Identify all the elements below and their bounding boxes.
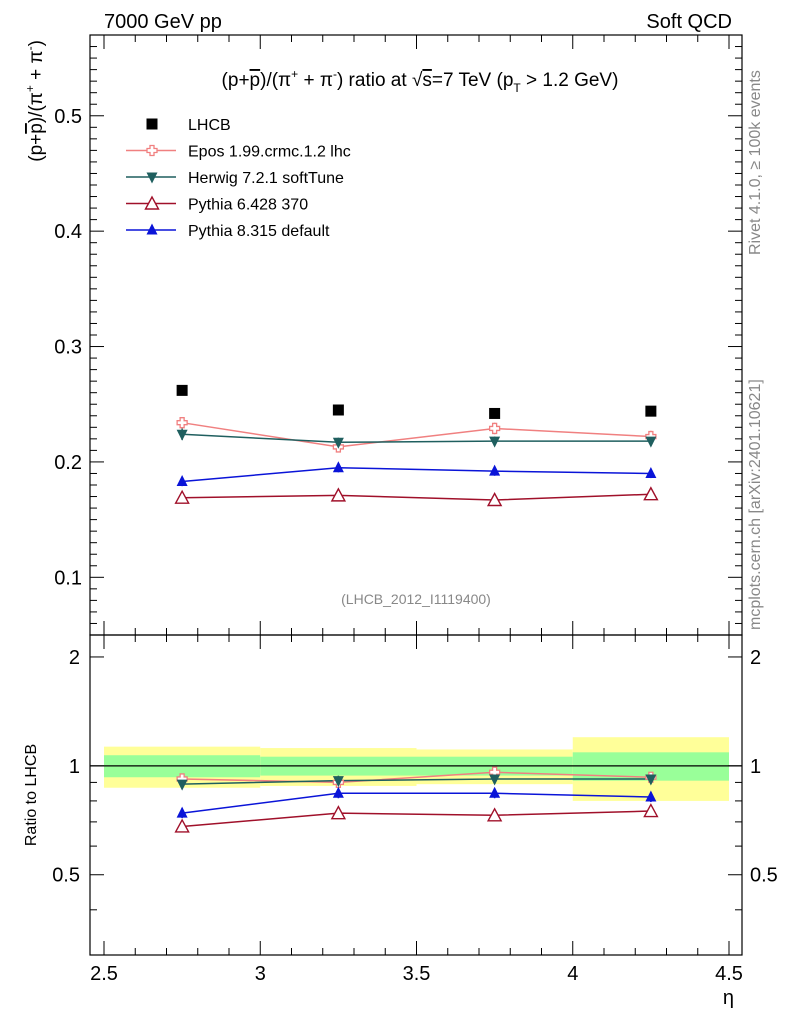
ratio-series-marker bbox=[486, 807, 503, 822]
legend-marker bbox=[146, 118, 158, 130]
main-x-ticks bbox=[103, 35, 730, 635]
data-marker bbox=[489, 407, 501, 419]
ratio-series-marker bbox=[645, 774, 657, 786]
series-marker bbox=[643, 486, 659, 501]
ratio-series-marker bbox=[332, 786, 344, 798]
ratio-series-marker bbox=[330, 805, 347, 820]
legend-label: LHCB bbox=[188, 117, 231, 134]
ratio-y-tick-label-left: 0.5 bbox=[52, 865, 80, 887]
series-marker bbox=[488, 422, 501, 435]
series-line bbox=[182, 466, 651, 483]
legend-label: Pythia 8.315 default bbox=[188, 223, 330, 240]
ratio-series-line bbox=[182, 792, 651, 814]
legend-marker bbox=[146, 223, 158, 235]
series-marker bbox=[645, 466, 657, 478]
x-axis-label: η bbox=[723, 987, 734, 1009]
main-y-tick-label: 0.1 bbox=[54, 567, 82, 589]
ratio-series-marker bbox=[332, 776, 344, 788]
series-marker bbox=[176, 417, 188, 429]
x-tick-label: 3.5 bbox=[403, 963, 431, 985]
ratio-y-label: Ratio to LHCB bbox=[23, 744, 40, 846]
ratio-series-line bbox=[182, 771, 651, 784]
main-y-tick-label: 0.3 bbox=[54, 337, 82, 359]
series-marker bbox=[489, 436, 501, 448]
y-axis-label: (p+p)/(π+ + π-) bbox=[23, 40, 47, 162]
header-left: 7000 GeV pp bbox=[104, 11, 222, 33]
legend-marker bbox=[146, 172, 158, 184]
series-marker bbox=[489, 464, 501, 476]
ratio-y-tick-label-left: 2 bbox=[69, 647, 80, 669]
data-marker bbox=[176, 384, 188, 396]
rivet-label: Rivet 4.1.0, ≥ 100k events bbox=[747, 70, 764, 255]
ratio-series-marker bbox=[176, 806, 188, 818]
series-marker bbox=[645, 436, 657, 448]
ratio-series-marker bbox=[645, 790, 657, 802]
data-marker bbox=[332, 404, 344, 416]
legend-marker bbox=[146, 144, 158, 157]
mcplots-label: mcplots.cern.ch [arXiv:2401.10621] bbox=[747, 379, 764, 630]
ratio-plot: Ratio to LHCB 0.5 0.5 1 1 2 2 2.5 3 3.5 4 4.5 η bbox=[23, 634, 778, 1009]
ratio-bands bbox=[104, 737, 729, 801]
ratio-y-tick-label-right: 0.5 bbox=[750, 865, 778, 887]
main-y-tick-label: 0.2 bbox=[54, 452, 82, 474]
ratio-series bbox=[174, 766, 659, 833]
main-plot: (p+p)/(π+ + π-) ratio at √s=7 TeV (pT > … bbox=[23, 34, 743, 636]
series-line bbox=[182, 493, 651, 501]
main-y-ticks: 0.1 0.2 0.3 0.4 0.5 bbox=[54, 46, 742, 624]
ratio-series-marker bbox=[489, 786, 501, 798]
main-y-tick-label: 0.5 bbox=[54, 106, 82, 128]
series-line bbox=[182, 433, 651, 444]
ratio-y-tick-label-right: 1 bbox=[750, 756, 761, 778]
legend-label: Pythia 6.428 370 bbox=[188, 197, 308, 214]
x-tick-label: 4.5 bbox=[715, 963, 743, 985]
series-marker bbox=[332, 461, 344, 473]
ratio-series-line bbox=[182, 778, 651, 785]
ratio-series-marker bbox=[176, 779, 188, 791]
chart-title: (p+p)/(π+ + π-) ratio at √s=7 TeV (pT > … bbox=[222, 67, 619, 95]
series-marker bbox=[330, 487, 347, 502]
series-marker bbox=[486, 492, 503, 507]
x-tick-label: 3 bbox=[255, 963, 266, 985]
x-tick-labels: 2.5 3 3.5 4 4.5 bbox=[90, 963, 743, 985]
header-right: Soft QCD bbox=[646, 11, 732, 33]
ratio-y-ticks: 0.5 0.5 1 1 2 2 bbox=[52, 647, 778, 911]
series-marker bbox=[174, 489, 190, 504]
ratio-series-marker bbox=[643, 803, 659, 818]
legend: LHCB Epos 1.99.crmc.1.2 lhc Herwig 7.2.1 s… bbox=[126, 117, 351, 240]
data-marker bbox=[645, 405, 657, 417]
ratio-y-tick-label-right: 2 bbox=[750, 647, 761, 669]
main-series bbox=[174, 384, 659, 507]
series-marker bbox=[176, 429, 188, 441]
ratio-series-marker bbox=[174, 818, 190, 833]
series-marker bbox=[332, 437, 344, 449]
legend-label: Epos 1.99.crmc.1.2 lhc bbox=[188, 144, 351, 161]
main-y-tick-label: 0.4 bbox=[54, 221, 82, 243]
x-tick-label: 2.5 bbox=[90, 963, 118, 985]
ratio-series-line bbox=[182, 810, 651, 828]
ratio-series-marker bbox=[489, 774, 501, 786]
series-line bbox=[182, 421, 651, 448]
legend-marker bbox=[144, 195, 160, 210]
watermark: (LHCB_2012_I1119400) bbox=[341, 591, 491, 607]
legend-label: Herwig 7.2.1 softTune bbox=[188, 170, 344, 187]
ratio-y-tick-label-left: 1 bbox=[69, 756, 80, 778]
series-marker bbox=[176, 475, 188, 487]
ratio-x-ticks bbox=[103, 635, 730, 955]
x-tick-label: 4 bbox=[567, 963, 578, 985]
